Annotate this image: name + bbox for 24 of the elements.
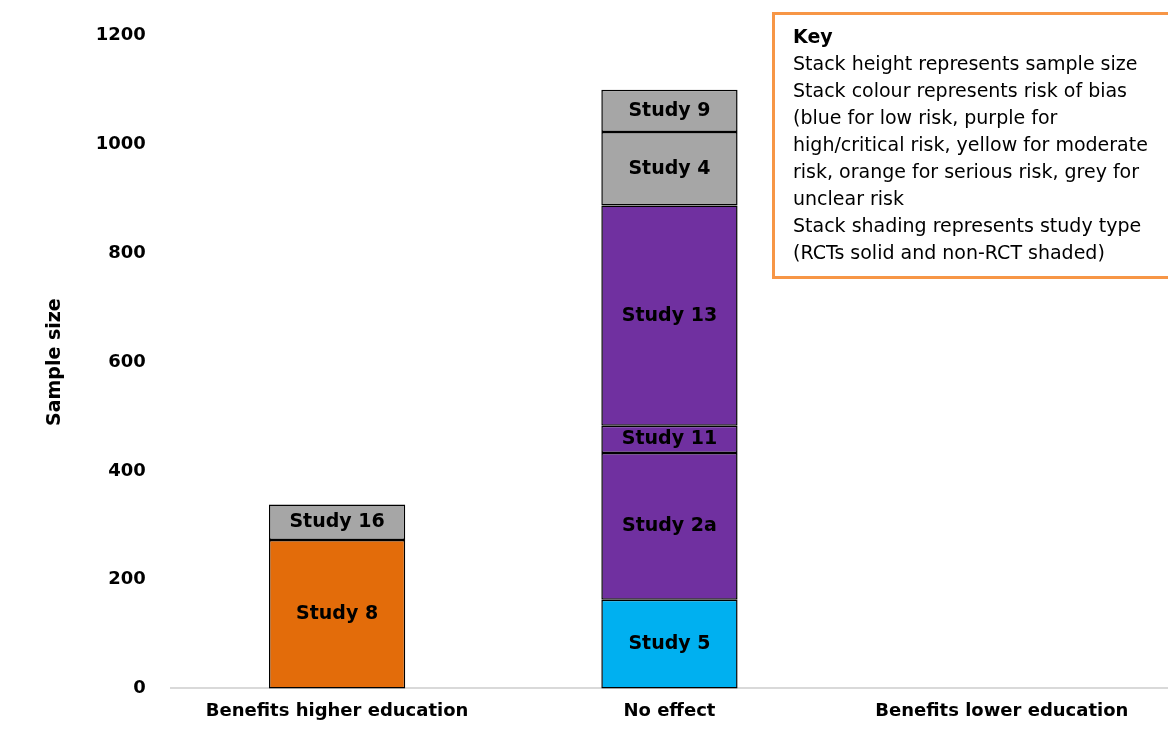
series-label: Study 2a — [621, 513, 717, 536]
y-tick-label: 200 — [108, 567, 146, 589]
series-label: Study 4 — [628, 155, 711, 178]
series-label: Study 8 — [296, 601, 379, 624]
series-label: Study 13 — [621, 302, 718, 325]
y-tick-label: 800 — [108, 241, 146, 263]
annotation: (blue for low risk, purple for high/critical risk, yellow for moderate risk, orange for serious risk, grey for unclear risk — [793, 105, 1149, 211]
y-tick-label: 600 — [108, 349, 146, 371]
x-tick-label: No effect — [623, 698, 716, 720]
annotation: Stack shading represents study type (RCTs solid and non-RCT shaded) — [793, 213, 1143, 265]
series-label: Study 16 — [289, 509, 385, 532]
y-tick-label: 1200 — [95, 23, 146, 45]
series-label: Study 9 — [628, 97, 711, 120]
y-tick-label: 400 — [108, 458, 146, 480]
annotation: Key — [793, 24, 834, 49]
series-label: Study 11 — [621, 426, 718, 449]
annotation: Stack colour represents risk of bias — [793, 78, 1129, 103]
series-label: Study 5 — [628, 631, 711, 654]
annotation: Stack height represents sample size — [793, 51, 1139, 76]
y-axis-title: Sample size — [42, 298, 65, 426]
x-tick-label: Benefits higher education — [205, 698, 469, 720]
y-tick-label: 1000 — [95, 132, 146, 154]
y-tick-label: 0 — [133, 676, 146, 698]
x-tick-label: Benefits lower education — [875, 698, 1129, 720]
